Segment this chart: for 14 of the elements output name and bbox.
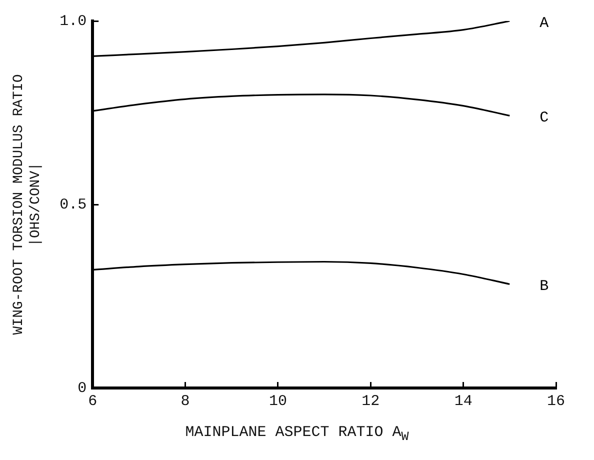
x-tick-label: 8 bbox=[180, 392, 190, 410]
y-tick-label: 0.5 bbox=[60, 196, 87, 214]
x-tick-label: 14 bbox=[454, 392, 472, 410]
text: A bbox=[540, 14, 549, 32]
text: B bbox=[540, 278, 549, 296]
x-axis-title: MAINPLANE ASPECT RATIO A$_{W}$ bbox=[184, 424, 410, 444]
y-axis-title: WING-ROOT TORSION MODULUS RATIO |OHS/CONV| bbox=[11, 74, 44, 335]
y-tick-label: 1.0 bbox=[60, 12, 87, 30]
y-tick-label: 0 bbox=[78, 380, 87, 397]
text: C bbox=[540, 110, 549, 127]
x-tick-label: 16 bbox=[546, 392, 566, 410]
x-tick-label: 6 bbox=[88, 392, 98, 410]
x-tick-label: 10 bbox=[268, 392, 287, 410]
x-tick-label: 12 bbox=[362, 392, 380, 410]
